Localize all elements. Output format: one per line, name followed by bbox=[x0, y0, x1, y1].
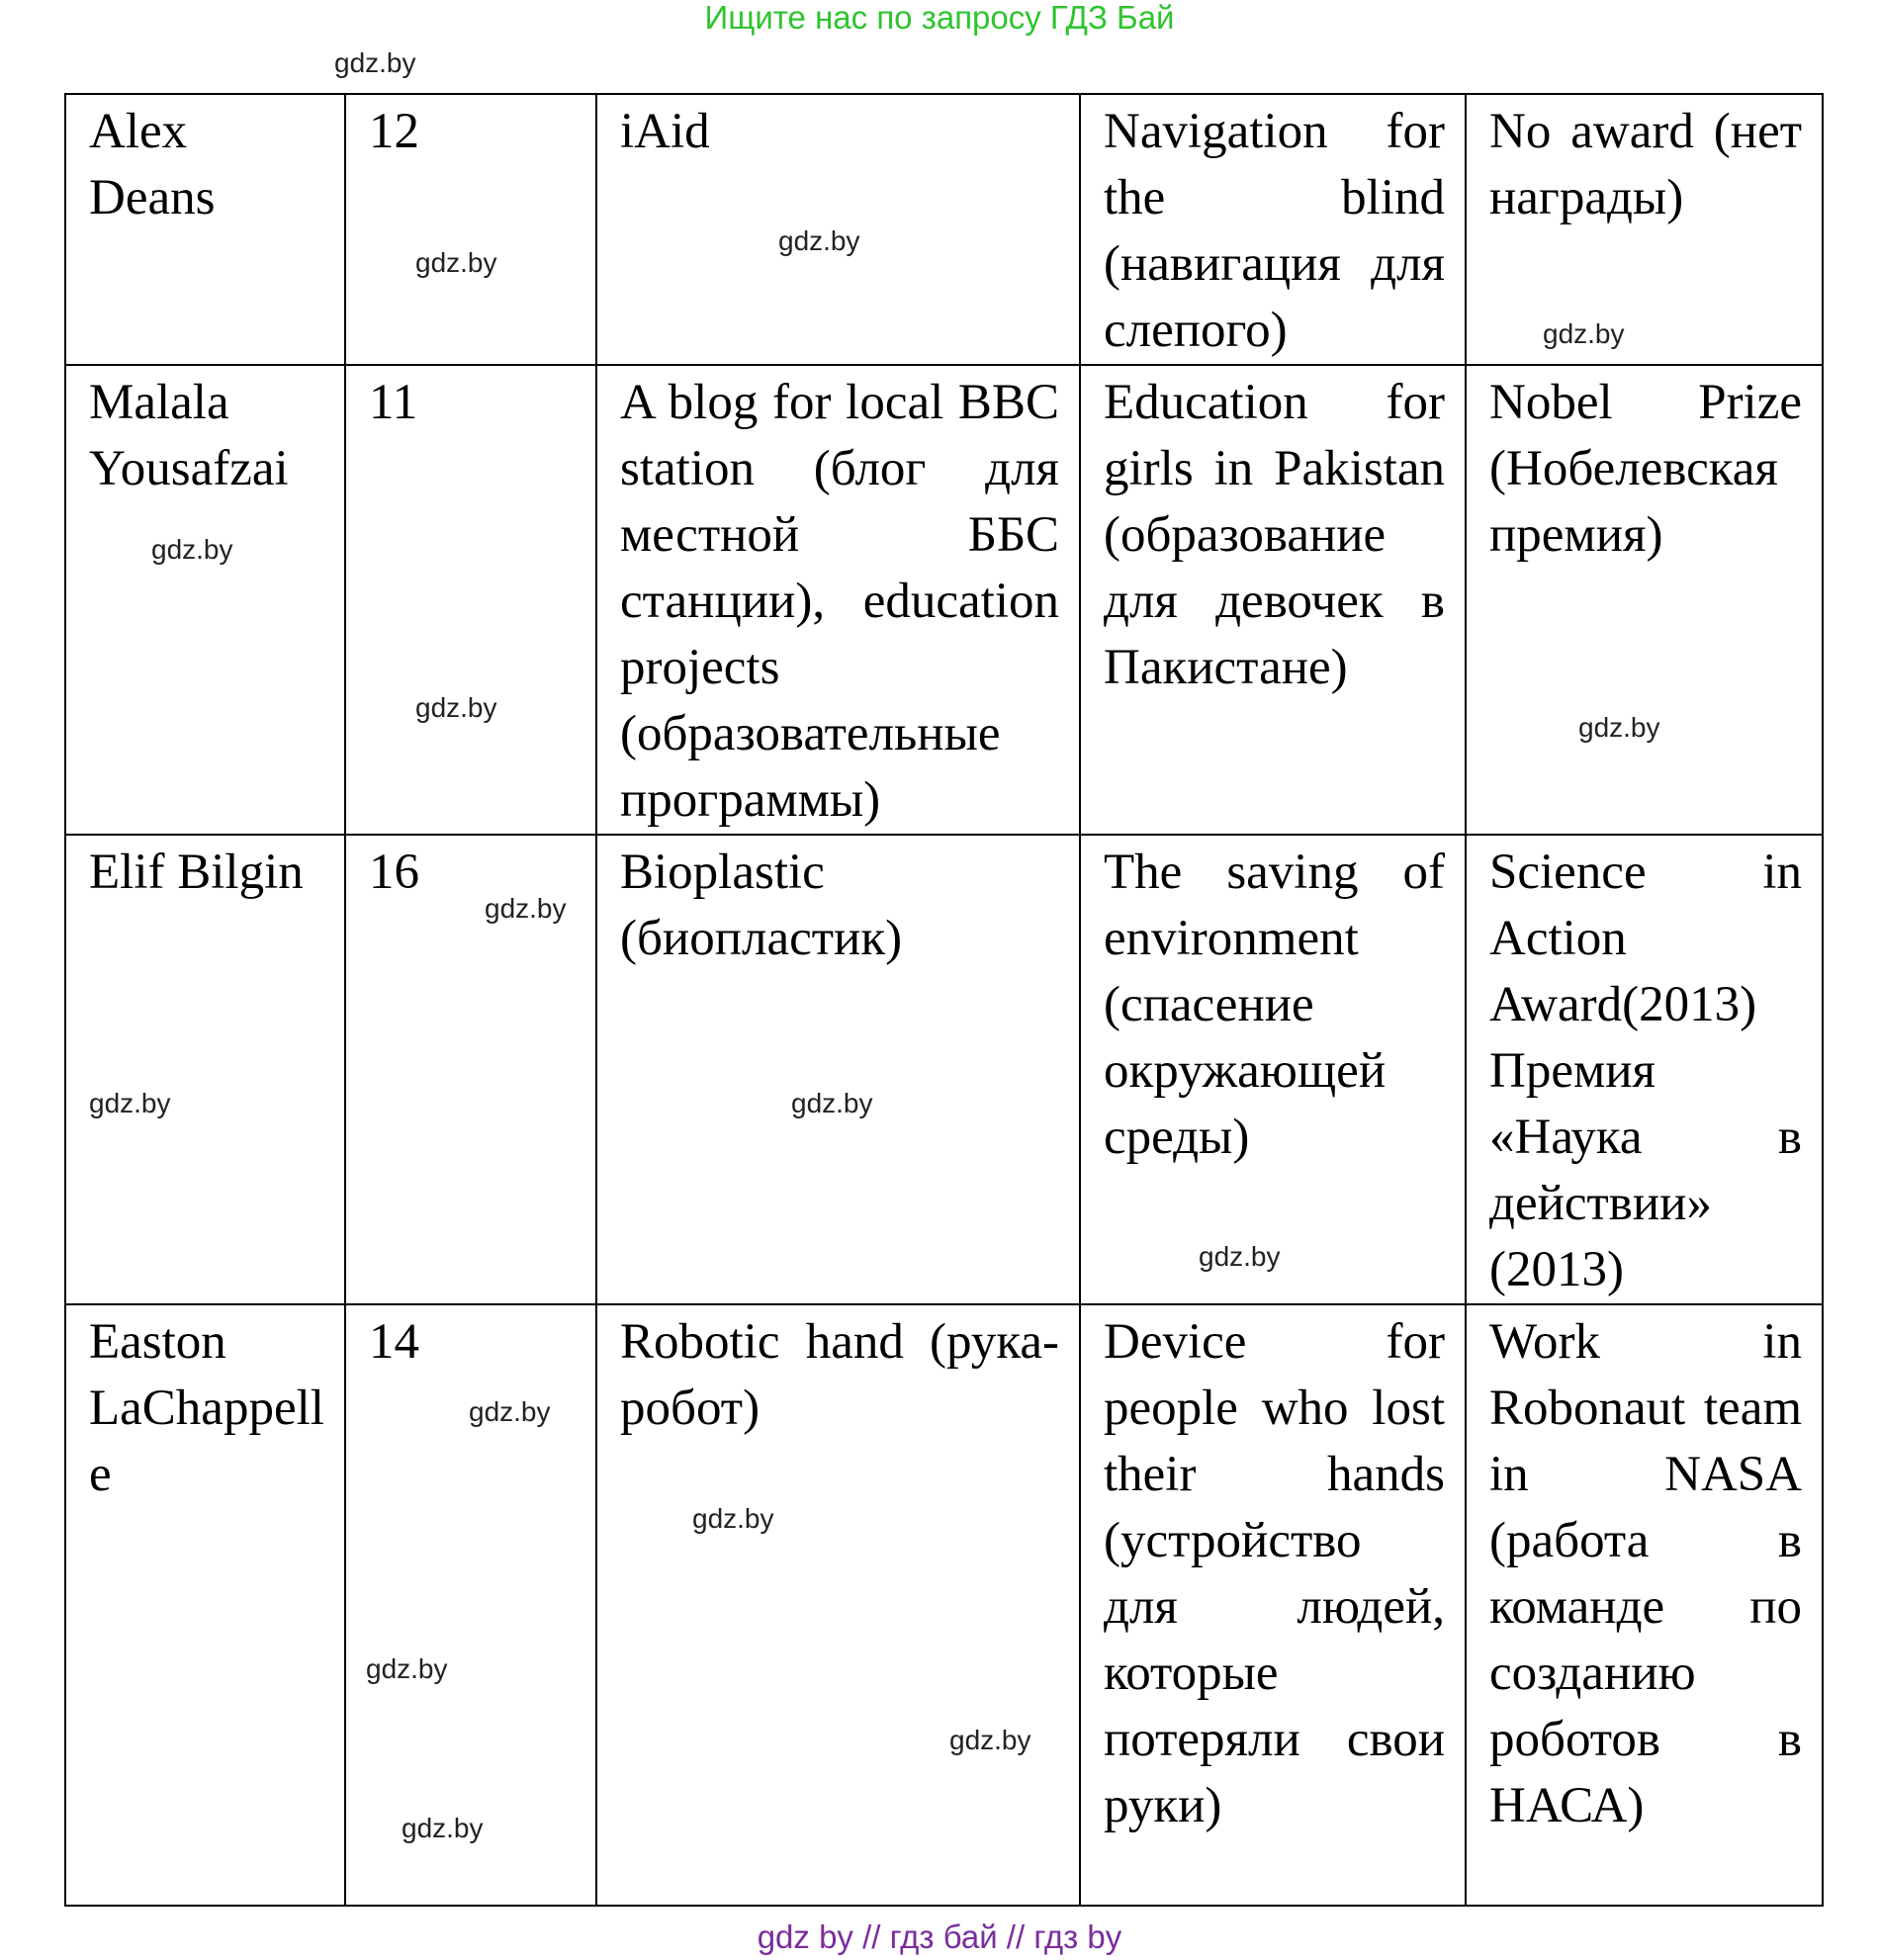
watermark: gdz.by bbox=[692, 1503, 774, 1534]
cell-purpose: Device for people who lost their hands (… bbox=[1079, 1303, 1467, 1907]
watermark: gdz.by bbox=[366, 1653, 448, 1684]
watermark: gdz.by bbox=[415, 247, 497, 278]
cell-invention: Bioplastic (биопластик) bbox=[595, 834, 1081, 1305]
table-row: Alex Deans 12 iAid Navigation for the bl… bbox=[64, 93, 1824, 366]
header-banner: Ищите нас по запросу ГДЗ Бай bbox=[704, 0, 1175, 36]
cell-award: Work in Robonaut team in NASA (работа в … bbox=[1465, 1303, 1824, 1907]
cell-age: 14 bbox=[344, 1303, 597, 1907]
table-row: Malala Yousafzai 11 A blog for local BBC… bbox=[64, 364, 1824, 836]
watermark: gdz.by bbox=[1578, 712, 1660, 743]
watermark: gdz.by bbox=[469, 1396, 551, 1427]
cell-invention: Robotic hand (рука-робот) bbox=[595, 1303, 1081, 1907]
cell-purpose: The saving of environment (спасение окру… bbox=[1079, 834, 1467, 1305]
watermark: gdz.by bbox=[949, 1725, 1031, 1755]
cell-purpose: Navigation for the blind (навигация для … bbox=[1079, 93, 1467, 366]
cell-name: Easton LaChappelle bbox=[64, 1303, 346, 1907]
watermark: gdz.by bbox=[89, 1088, 171, 1118]
cell-award: No award (нет награды) bbox=[1465, 93, 1824, 366]
watermark: gdz.by bbox=[402, 1813, 484, 1843]
cell-age: 12 bbox=[344, 93, 597, 366]
cell-purpose: Education for girls in Pakistan (образов… bbox=[1079, 364, 1467, 836]
footer-banner: gdz by // гдз бай // гдз by bbox=[757, 1918, 1122, 1955]
cell-age: 16 bbox=[344, 834, 597, 1305]
cell-name: Alex Deans bbox=[64, 93, 346, 366]
cell-age: 11 bbox=[344, 364, 597, 836]
watermark: gdz.by bbox=[1543, 318, 1625, 349]
table-row: Elif Bilgin 16 Bioplastic (биопластик) T… bbox=[64, 834, 1824, 1305]
cell-name: Elif Bilgin bbox=[64, 834, 346, 1305]
watermark: gdz.by bbox=[778, 225, 860, 256]
cell-award: Nobel Prize (Нобелевская премия) bbox=[1465, 364, 1824, 836]
cell-invention: iAid bbox=[595, 93, 1081, 366]
watermark: gdz.by bbox=[791, 1088, 873, 1118]
cell-name: Malala Yousafzai bbox=[64, 364, 346, 836]
inventors-table: Alex Deans 12 iAid Navigation for the bl… bbox=[64, 93, 1824, 1907]
watermark: gdz.by bbox=[151, 534, 233, 565]
cell-invention: A blog for local BBC station (блог для м… bbox=[595, 364, 1081, 836]
watermark: gdz.by bbox=[334, 47, 416, 78]
cell-award: Science in Action Award(2013) Премия «На… bbox=[1465, 834, 1824, 1305]
watermark: gdz.by bbox=[485, 893, 567, 924]
table-row: Easton LaChappelle 14 Robotic hand (рука… bbox=[64, 1303, 1824, 1907]
watermark: gdz.by bbox=[415, 692, 497, 723]
watermark: gdz.by bbox=[1199, 1241, 1281, 1272]
